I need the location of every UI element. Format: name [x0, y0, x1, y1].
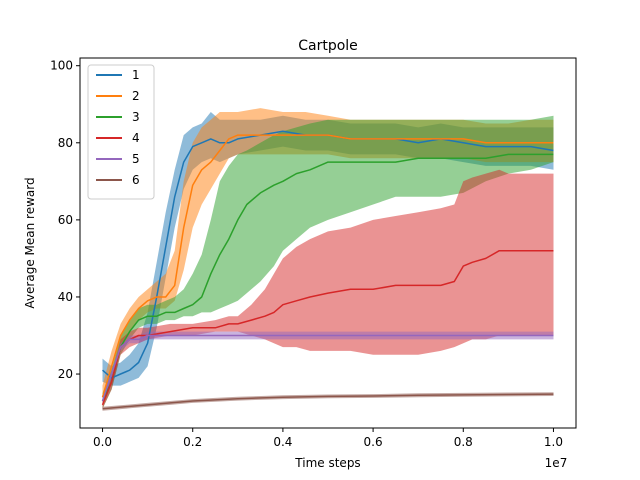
- legend-label-1: 1: [132, 68, 140, 82]
- legend-label-6: 6: [132, 173, 140, 187]
- x-tick-label: 0.2: [183, 435, 202, 449]
- legend-label-4: 4: [132, 131, 140, 145]
- y-tick-label: 100: [50, 59, 73, 73]
- y-axis-ticks: 20 40 60 80 100: [50, 59, 80, 381]
- y-axis-label: Average Mean reward: [23, 177, 37, 308]
- band-series-4: [102, 169, 554, 409]
- line-series-6: [102, 393, 554, 410]
- y-tick-label: 80: [58, 136, 73, 150]
- x-tick-label: 0.6: [364, 435, 383, 449]
- confidence-bands: [102, 108, 554, 411]
- chart-title: Cartpole: [298, 38, 358, 54]
- y-tick-label: 20: [58, 367, 73, 381]
- x-tick-label: 0.4: [273, 435, 292, 449]
- x-axis-ticks: 0.0 0.2 0.4 0.6 0.8 1.0: [93, 428, 563, 449]
- plot-frame: [79, 57, 577, 429]
- legend-label-3: 3: [132, 110, 140, 124]
- y-tick-label: 40: [58, 290, 73, 304]
- band-series-5: [102, 331, 554, 405]
- line-series-2: [101, 134, 554, 398]
- y-tick-label: 60: [58, 213, 73, 227]
- legend-label-2: 2: [132, 89, 140, 103]
- x-axis-multiplier: 1e7: [545, 456, 568, 470]
- series-lines: [101, 130, 554, 410]
- x-tick-label: 0.8: [454, 435, 473, 449]
- band-series-6: [102, 392, 554, 411]
- line-series-5: [101, 334, 554, 402]
- legend-box: [87, 64, 155, 200]
- band-series-3: [102, 115, 554, 409]
- x-axis-label: Time steps: [294, 456, 360, 470]
- x-tick-label: 1.0: [544, 435, 563, 449]
- line-series-3: [101, 153, 554, 402]
- x-tick-label: 0.0: [93, 435, 112, 449]
- legend: 1 2 3 4 5 6: [87, 64, 155, 200]
- legend-label-5: 5: [132, 152, 140, 166]
